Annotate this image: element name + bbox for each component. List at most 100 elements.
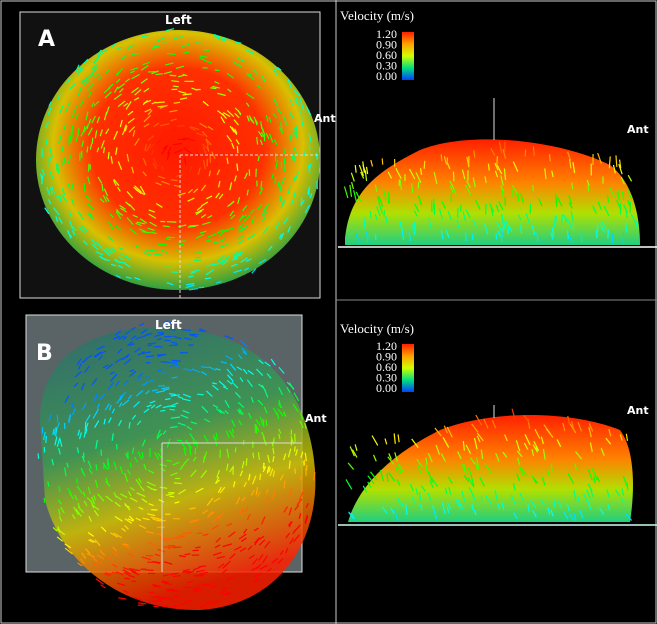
vector xyxy=(222,37,230,41)
vector xyxy=(502,221,507,231)
vector xyxy=(199,604,208,608)
vector xyxy=(60,158,63,166)
vector xyxy=(551,227,555,237)
vector xyxy=(262,226,269,234)
vector xyxy=(41,168,46,176)
vector xyxy=(471,423,479,433)
vector xyxy=(283,148,287,155)
vector xyxy=(172,461,180,466)
vector xyxy=(293,192,296,199)
vector xyxy=(91,115,96,124)
vector xyxy=(200,371,208,376)
vector xyxy=(534,428,541,440)
vector xyxy=(299,420,304,428)
vector xyxy=(214,437,218,447)
vector xyxy=(167,536,176,541)
vector xyxy=(397,497,402,505)
vector xyxy=(141,34,150,38)
vector xyxy=(365,166,369,175)
vector xyxy=(128,552,134,558)
vector xyxy=(52,207,60,216)
vector xyxy=(77,363,82,370)
vector xyxy=(494,162,499,171)
vector xyxy=(107,246,115,254)
vector xyxy=(279,184,282,192)
vector xyxy=(171,376,178,379)
vector xyxy=(577,496,581,505)
vector xyxy=(143,114,152,123)
vector xyxy=(220,116,226,124)
vector xyxy=(235,496,241,505)
vector xyxy=(46,186,51,196)
vector xyxy=(287,448,292,458)
vector xyxy=(409,483,414,492)
vector xyxy=(128,422,131,429)
vector xyxy=(103,188,109,197)
vector xyxy=(288,111,295,120)
vector xyxy=(83,79,91,87)
vector xyxy=(219,486,226,494)
vector xyxy=(249,117,254,123)
vector xyxy=(81,78,88,84)
vector xyxy=(599,507,605,515)
vector xyxy=(222,563,228,569)
vector xyxy=(630,213,637,224)
vector xyxy=(288,488,292,498)
vector xyxy=(378,196,384,207)
vector xyxy=(288,521,292,528)
vector xyxy=(219,238,226,243)
vector xyxy=(173,366,180,369)
vector xyxy=(554,215,557,228)
vector xyxy=(192,586,200,591)
vector xyxy=(466,180,471,189)
vector xyxy=(423,160,426,169)
vector xyxy=(202,146,207,154)
vector xyxy=(278,387,284,396)
vector xyxy=(243,214,251,222)
vector xyxy=(145,250,152,252)
vector xyxy=(169,408,176,411)
vector xyxy=(556,439,562,447)
vector xyxy=(56,536,64,542)
vector xyxy=(96,559,104,565)
vector xyxy=(179,97,188,100)
vector xyxy=(156,138,162,145)
vector xyxy=(57,134,63,144)
vector xyxy=(159,104,168,109)
colorbar-tick: 1.20 xyxy=(376,27,397,41)
vector xyxy=(429,479,434,489)
vector xyxy=(563,511,569,520)
vector xyxy=(218,590,226,595)
vector xyxy=(384,438,388,445)
vector xyxy=(473,437,478,450)
vector xyxy=(80,467,86,477)
vector xyxy=(365,231,369,243)
vector xyxy=(178,489,186,495)
vector xyxy=(511,408,516,419)
vector xyxy=(293,446,296,452)
vector xyxy=(228,430,235,439)
vector xyxy=(587,468,593,481)
vector xyxy=(131,414,137,420)
vector xyxy=(67,100,71,106)
vector xyxy=(362,485,368,493)
vector xyxy=(199,230,207,234)
vector xyxy=(133,401,141,408)
vector xyxy=(99,129,103,137)
vector xyxy=(129,548,135,552)
vector xyxy=(588,426,592,438)
vector xyxy=(497,230,502,237)
vector xyxy=(383,210,386,217)
vector xyxy=(355,191,362,202)
vector xyxy=(542,448,546,460)
vector xyxy=(159,463,168,467)
vector xyxy=(166,281,174,286)
vector xyxy=(386,473,389,482)
vector xyxy=(157,243,167,246)
vector xyxy=(156,36,166,42)
vector xyxy=(257,155,260,162)
vector xyxy=(294,468,297,474)
vector xyxy=(40,173,43,180)
vector xyxy=(96,147,100,153)
